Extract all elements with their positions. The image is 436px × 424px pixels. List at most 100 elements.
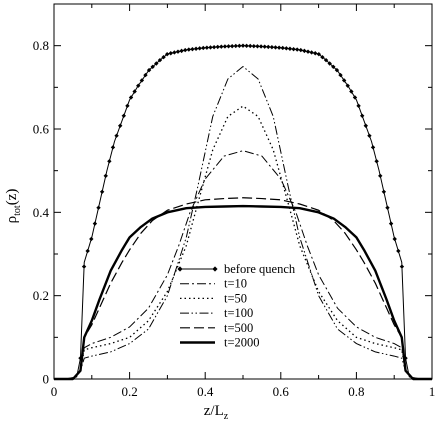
legend-label: before quench <box>224 262 296 276</box>
series-marker <box>85 248 90 254</box>
series-marker <box>146 67 152 73</box>
series-marker <box>132 89 137 94</box>
x-tick-label: 0.4 <box>197 384 214 399</box>
series-layer <box>54 43 432 381</box>
legend-item: t=2000 <box>180 336 260 350</box>
series-marker <box>378 173 383 179</box>
series-5 <box>54 204 432 381</box>
series-marker <box>349 89 354 94</box>
series-marker <box>92 221 98 226</box>
series-marker <box>143 72 148 78</box>
x-tick-label: 1 <box>429 384 436 399</box>
series-marker <box>320 54 325 60</box>
series-marker <box>175 49 181 54</box>
series-marker <box>291 46 296 52</box>
series-marker <box>251 43 257 49</box>
series-marker <box>208 45 213 50</box>
series-marker <box>179 48 184 54</box>
series-marker <box>294 47 300 52</box>
series-marker <box>222 44 228 49</box>
series-marker <box>359 113 365 119</box>
series-marker <box>193 46 199 51</box>
series-marker <box>381 189 387 194</box>
series-marker <box>103 173 108 179</box>
series-marker <box>172 50 177 55</box>
series-1 <box>54 150 432 380</box>
legend-label: t=100 <box>224 306 253 320</box>
series-marker <box>117 123 123 128</box>
series-marker <box>392 236 397 242</box>
series-marker <box>164 52 170 57</box>
legend-item: before quench <box>177 262 296 276</box>
legend-item: t=100 <box>180 306 253 320</box>
series-marker <box>258 44 264 49</box>
series-marker <box>396 248 401 254</box>
series-marker <box>157 57 163 63</box>
series-marker <box>273 45 278 50</box>
series-marker <box>269 44 275 50</box>
series-marker <box>341 78 347 83</box>
series-marker <box>197 46 202 51</box>
series-marker <box>334 67 340 73</box>
series-marker <box>399 264 405 269</box>
series-marker <box>327 61 332 66</box>
series-marker <box>237 43 242 49</box>
series-marker <box>125 103 130 109</box>
series-marker <box>229 43 235 49</box>
x-axis-label: z/Lz <box>204 403 229 422</box>
series-marker <box>363 123 369 128</box>
series-marker <box>244 43 249 49</box>
series-marker <box>331 64 336 70</box>
series-line-3 <box>54 66 432 380</box>
y-tick-label: 0.2 <box>33 288 49 303</box>
series-marker <box>323 57 329 63</box>
series-marker <box>201 45 206 51</box>
legend-label: t=50 <box>224 291 247 305</box>
series-marker <box>388 221 394 226</box>
series-marker <box>161 54 166 60</box>
series-marker <box>316 52 322 57</box>
series-marker <box>190 46 195 52</box>
series-line-4 <box>54 197 432 380</box>
x-tick-label: 0.6 <box>273 384 290 399</box>
series-marker <box>284 46 289 51</box>
series-marker <box>211 44 217 50</box>
series-marker <box>309 50 314 55</box>
series-marker <box>139 78 145 83</box>
series-marker <box>107 159 112 164</box>
y-tick-label: 0.4 <box>33 205 50 220</box>
series-marker <box>276 45 282 50</box>
y-tick-label: 0.6 <box>33 122 50 137</box>
y-tick-label: 0.8 <box>33 38 49 53</box>
series-marker <box>298 47 303 53</box>
series-marker <box>255 44 260 49</box>
legend-label: t=500 <box>224 321 253 335</box>
series-marker <box>219 44 224 49</box>
legend-item: t=500 <box>180 321 253 335</box>
legend-marker <box>212 266 218 272</box>
series-marker <box>96 205 101 210</box>
x-tick-label: 0 <box>51 384 58 399</box>
legend-item: t=10 <box>180 277 247 291</box>
series-marker <box>154 61 159 66</box>
series-marker <box>89 236 94 242</box>
series-marker <box>313 51 318 56</box>
series-marker <box>168 51 173 56</box>
series-marker <box>370 145 376 150</box>
series-marker <box>114 133 119 138</box>
series-marker <box>128 95 134 100</box>
legend-marker <box>177 266 183 272</box>
legend-item: t=50 <box>180 291 247 305</box>
y-axis-label: ρtot(z) <box>4 189 23 224</box>
series-marker <box>204 45 210 50</box>
series-marker <box>338 72 343 78</box>
series-marker <box>352 95 358 100</box>
series-marker <box>374 159 379 164</box>
series-marker <box>136 83 141 88</box>
series-marker <box>81 264 87 269</box>
series-marker <box>305 49 311 54</box>
series-marker <box>356 103 361 109</box>
